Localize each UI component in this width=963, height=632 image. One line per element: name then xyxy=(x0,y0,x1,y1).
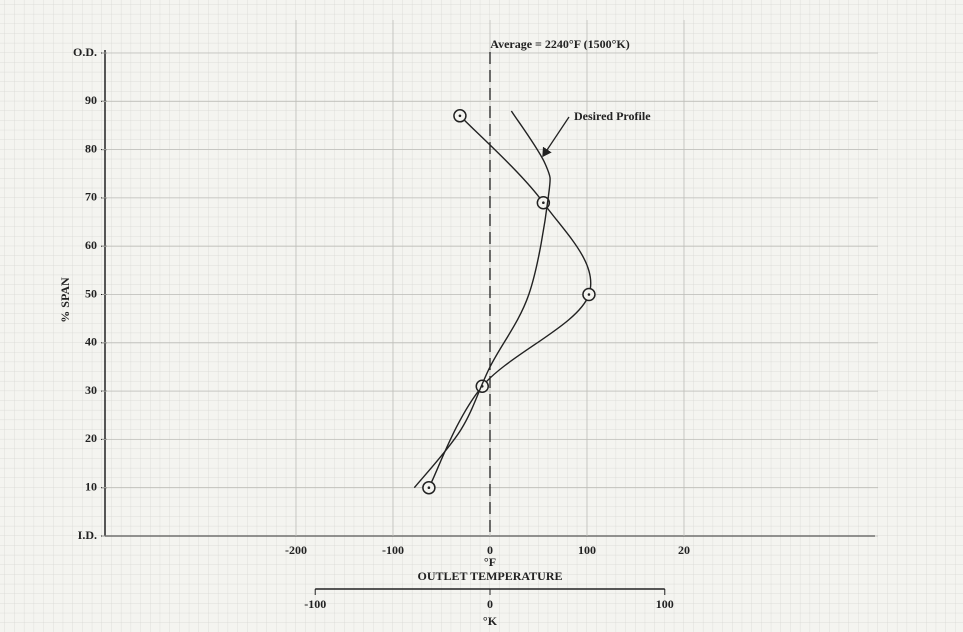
data-point-dot xyxy=(542,201,545,205)
y-tick-label: 20 xyxy=(85,431,97,445)
y-tick-label: 80 xyxy=(85,141,97,155)
x2-tick-label: 100 xyxy=(656,597,674,611)
x-tick-label: 0 xyxy=(487,543,493,557)
y-tick-label: 10 xyxy=(85,479,97,493)
y-tick-label: 40 xyxy=(85,335,97,349)
series-line xyxy=(413,110,551,489)
x2-tick-label: -100 xyxy=(304,597,326,611)
y-tick-label: 50 xyxy=(85,286,97,300)
annotation-arrow xyxy=(542,116,570,158)
x-tick-label: -100 xyxy=(382,543,404,557)
y-tick-label: 70 xyxy=(85,190,97,204)
x-tick-label: 20 xyxy=(678,543,690,557)
y-tick-label: 30 xyxy=(85,383,97,397)
y-axis-label: % SPAN xyxy=(58,277,72,323)
x2-unit: °K xyxy=(483,614,498,628)
average-annotation: Average = 2240°F (1500°K) xyxy=(490,37,629,51)
data-point-dot xyxy=(587,293,591,296)
x-unit: °F xyxy=(484,555,496,569)
x2-tick-label: 0 xyxy=(487,597,493,611)
series-annotation: Desired Profile xyxy=(574,109,651,123)
y-tick-label: 60 xyxy=(85,238,97,252)
y-tick-label: O.D. xyxy=(73,45,97,59)
y-tick-label: I.D. xyxy=(78,528,97,542)
data-point-dot xyxy=(427,486,431,490)
data-point-dot xyxy=(458,114,462,118)
x-tick-label: 100 xyxy=(578,543,596,557)
y-tick-label: 90 xyxy=(85,93,97,107)
x-tick-label: -200 xyxy=(285,543,307,557)
x-axis-label: OUTLET TEMPERATURE xyxy=(417,569,562,583)
